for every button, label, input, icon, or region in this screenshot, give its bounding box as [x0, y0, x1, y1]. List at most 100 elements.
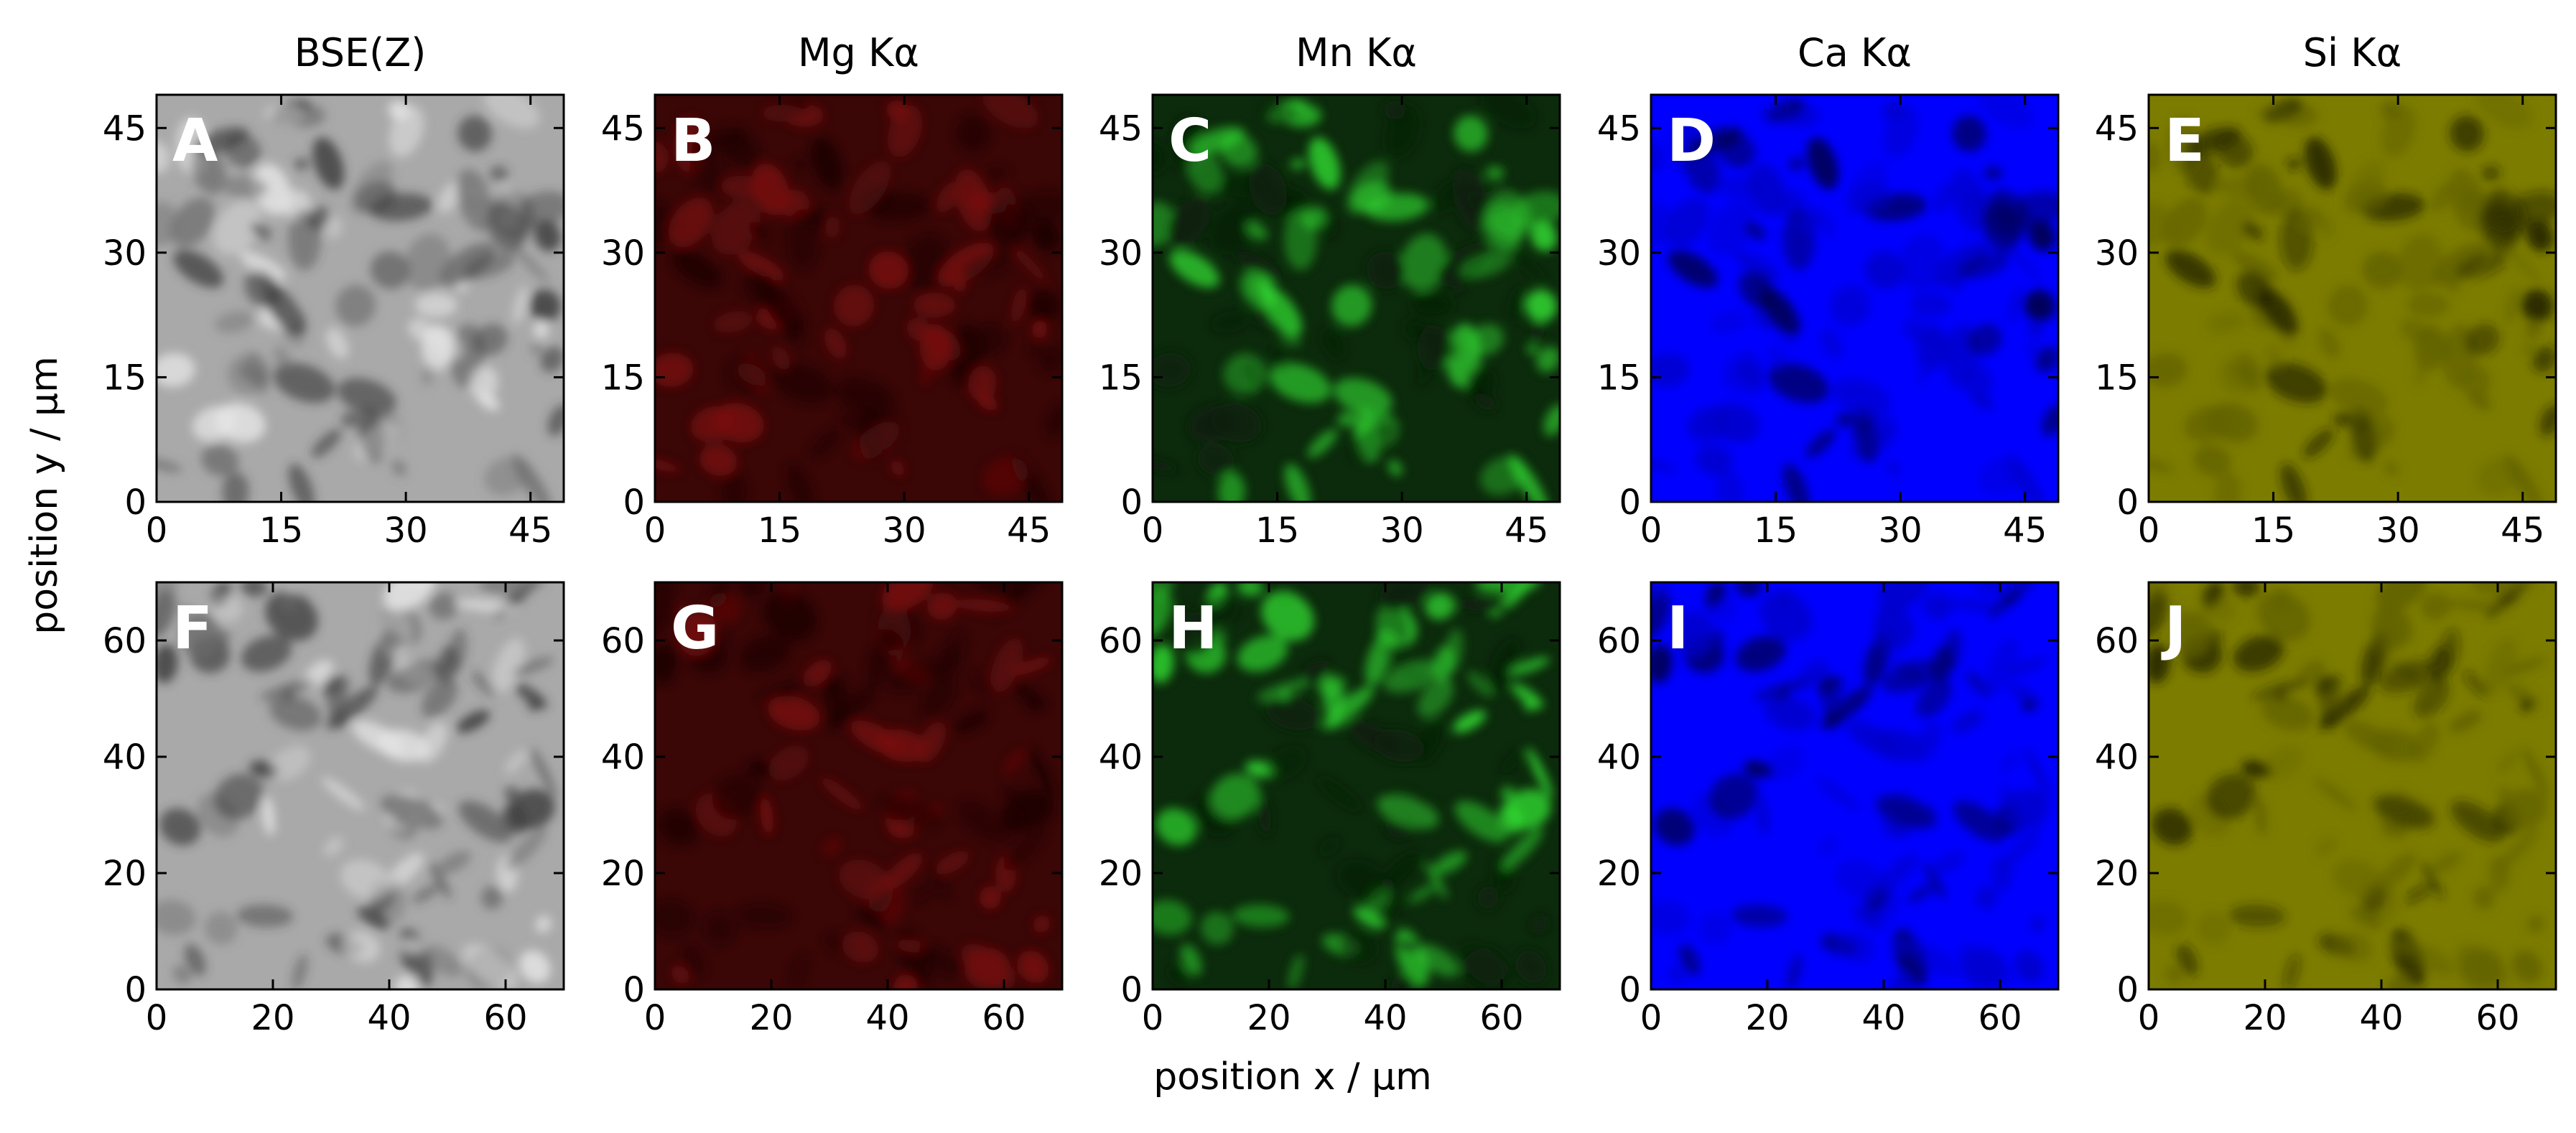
texture-blob — [1255, 679, 1311, 701]
texture-blob — [987, 166, 1007, 181]
texture-blob — [1958, 251, 2010, 279]
texture-blob — [822, 836, 842, 857]
texture-blob — [2149, 353, 2187, 387]
texture-blob — [253, 163, 292, 215]
texture-blob — [1487, 638, 1521, 694]
texture-blob — [1931, 851, 1966, 875]
texture-blob — [1709, 311, 1749, 333]
y-tick-label: 0 — [1619, 970, 1641, 1010]
texture-blob — [1377, 794, 1439, 829]
texture-blob — [2539, 404, 2556, 437]
panel-letter: D — [1667, 107, 1716, 175]
texture-blob — [758, 679, 813, 701]
texture-blob — [1454, 801, 1509, 843]
texture-blob — [1744, 222, 1766, 241]
column-title: Mg Kα — [798, 30, 919, 75]
texture-blob — [535, 915, 552, 933]
texture-blob — [1846, 720, 1900, 755]
texture-blob — [1212, 628, 1227, 644]
texture-blob — [2257, 591, 2310, 641]
y-axis-label: position y / µm — [23, 356, 66, 635]
texture-blob — [438, 182, 461, 213]
texture-blob — [2205, 200, 2254, 255]
texture-blob — [357, 906, 389, 930]
x-axis-label: position x / µm — [1153, 1055, 1432, 1099]
texture-blob — [811, 137, 843, 190]
map-panel-e: 0 15 30 45 0 15 30 45 E — [2095, 93, 2557, 551]
panel-frame — [2147, 581, 2557, 991]
map-texture — [1651, 582, 2052, 989]
texture-blob — [714, 628, 729, 644]
texture-blob — [702, 911, 736, 945]
texture-blob — [2465, 324, 2501, 356]
texture-blob — [2349, 906, 2381, 930]
texture-blob — [982, 95, 1038, 129]
texture-blob — [379, 629, 404, 650]
y-tick-label: 15 — [1597, 358, 1641, 398]
texture-blob — [2504, 286, 2521, 325]
x-tick-label: 15 — [1255, 510, 1299, 551]
texture-blob — [969, 671, 996, 698]
texture-blob — [786, 463, 813, 502]
texture-blob — [1003, 827, 1046, 871]
texture-blob — [893, 974, 918, 989]
texture-blob — [1515, 950, 1547, 984]
texture-blob — [2256, 104, 2297, 122]
map-image — [157, 582, 564, 989]
texture-blob — [2362, 251, 2402, 289]
texture-blob — [469, 365, 498, 401]
texture-blob — [768, 745, 809, 781]
texture-blob — [1324, 686, 1347, 714]
texture-blob — [1459, 251, 1512, 279]
texture-blob — [1764, 745, 1805, 781]
texture-blob — [809, 429, 840, 458]
texture-blob — [819, 777, 864, 811]
texture-blob — [713, 403, 764, 443]
texture-blob — [1197, 444, 1235, 476]
texture-blob — [2298, 206, 2323, 230]
texture-blob — [1425, 592, 1455, 620]
texture-blob — [1032, 320, 1048, 339]
texture-blob — [201, 444, 239, 476]
texture-blob — [2522, 747, 2549, 798]
texture-blob — [771, 363, 834, 404]
y-tick-label: 40 — [1099, 737, 1143, 778]
map-panel-g: 0 20 40 60 0 20 40 60 G — [601, 581, 1064, 1038]
y-tick-label: 15 — [103, 358, 147, 398]
texture-blob — [483, 95, 540, 129]
texture-blob — [2265, 345, 2284, 370]
texture-blob — [387, 659, 445, 693]
x-tick-label: 45 — [1007, 510, 1051, 551]
texture-blob — [2176, 943, 2198, 976]
texture-blob — [1838, 931, 1875, 963]
texture-blob — [1269, 363, 1331, 404]
x-tick-label: 0 — [1640, 510, 1663, 551]
map-panel-f: 0 20 40 60 0 20 40 60 F — [103, 581, 565, 1038]
texture-blob — [1261, 591, 1314, 641]
texture-blob — [1668, 250, 1719, 288]
texture-blob — [2028, 320, 2044, 339]
texture-blob — [834, 284, 875, 327]
x-tick-label: 0 — [1142, 998, 1164, 1038]
texture-blob — [1899, 233, 1945, 292]
texture-blob — [1410, 292, 1454, 317]
texture-blob — [760, 796, 773, 836]
texture-blob — [540, 346, 564, 373]
texture-blob — [2429, 851, 2463, 875]
texture-blob — [1531, 915, 1548, 933]
texture-blob — [1687, 126, 1744, 155]
texture-blob — [2386, 974, 2412, 989]
texture-blob — [868, 251, 908, 289]
texture-blob — [321, 777, 366, 811]
texture-blob — [2196, 911, 2230, 945]
texture-blob — [2430, 182, 2453, 213]
texture-blob — [1156, 808, 1197, 846]
y-tick-label: 0 — [623, 482, 645, 523]
texture-blob — [2004, 243, 2045, 284]
texture-blob — [1033, 915, 1051, 933]
map-texture — [1153, 95, 1560, 502]
texture-blob — [421, 679, 458, 718]
texture-blob — [2497, 827, 2540, 871]
y-tick-label: 15 — [1099, 358, 1143, 398]
